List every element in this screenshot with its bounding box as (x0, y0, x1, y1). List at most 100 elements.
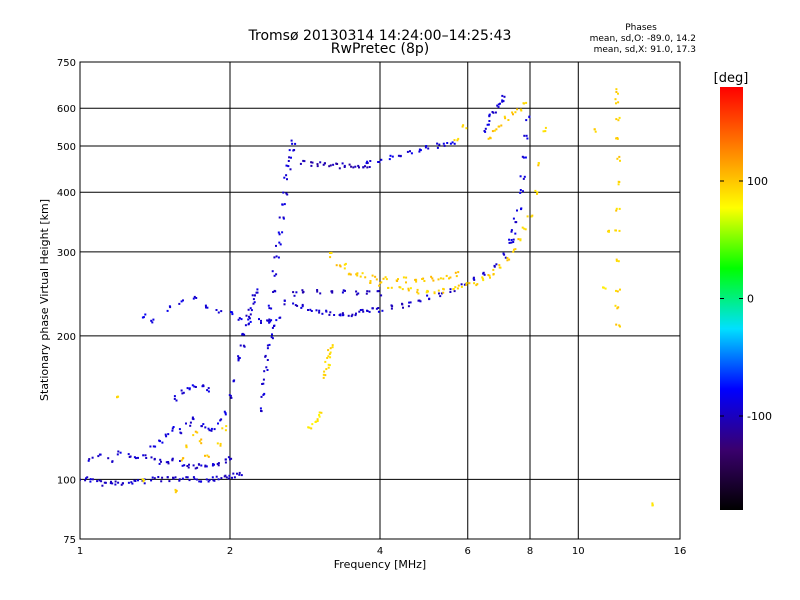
data-point (239, 344, 242, 347)
data-point (154, 445, 157, 448)
data-point (240, 474, 243, 477)
data-point (293, 294, 296, 297)
data-point (215, 309, 218, 311)
data-point (137, 456, 139, 459)
data-point (399, 286, 402, 289)
data-point (174, 476, 177, 479)
data-point (232, 379, 235, 382)
data-point (481, 276, 484, 279)
data-point (110, 480, 112, 483)
data-point (448, 277, 450, 280)
data-point (279, 316, 282, 319)
data-point (451, 141, 454, 144)
data-point (194, 467, 197, 470)
data-point (506, 257, 509, 259)
data-point (219, 442, 222, 445)
data-point (121, 482, 124, 485)
data-point (488, 120, 491, 122)
data-point (231, 476, 233, 479)
data-point (182, 457, 185, 460)
data-point (206, 306, 209, 309)
data-point (181, 464, 184, 467)
data-point (272, 291, 275, 293)
y-axis: 75 100 200 300 400 500 600 750 (57, 58, 76, 546)
data-point (615, 289, 617, 292)
data-point (325, 368, 328, 371)
data-point (407, 289, 410, 292)
data-point (349, 273, 352, 276)
data-point (181, 392, 184, 395)
data-point (195, 297, 198, 299)
data-point (483, 273, 486, 276)
data-point (240, 318, 243, 321)
data-point (617, 119, 620, 122)
data-point (182, 391, 185, 394)
data-point (204, 426, 207, 429)
data-point (285, 164, 288, 167)
data-point (319, 161, 322, 164)
data-point (356, 274, 359, 277)
data-point (289, 168, 292, 171)
data-point (355, 293, 358, 296)
data-point (408, 301, 411, 304)
data-point (302, 159, 305, 162)
data-point (512, 241, 515, 243)
data-point (542, 130, 545, 133)
data-point (135, 457, 137, 460)
data-point (178, 302, 181, 305)
data-point (491, 111, 494, 113)
data-point (316, 418, 319, 421)
data-point (165, 461, 168, 464)
data-point (141, 316, 144, 319)
data-point (357, 164, 360, 167)
data-point (328, 313, 331, 316)
data-point (216, 442, 219, 445)
data-point (271, 270, 274, 273)
data-point (397, 278, 399, 281)
data-point (442, 287, 445, 290)
data-point (195, 478, 198, 481)
stats-line-o: mean, sd,O: -89.0, 14.2 (590, 34, 696, 44)
data-point (200, 425, 203, 428)
data-point (618, 229, 621, 232)
data-point (253, 301, 256, 304)
data-point (520, 109, 523, 112)
data-point (401, 302, 403, 305)
data-point (512, 238, 515, 241)
data-point (205, 465, 208, 468)
data-point (608, 230, 610, 233)
data-point (520, 207, 523, 210)
data-points (80, 88, 654, 507)
data-point (198, 480, 201, 483)
data-point (213, 428, 216, 431)
data-point (238, 317, 241, 320)
data-point (185, 444, 188, 447)
data-point (457, 271, 460, 274)
data-point (525, 134, 528, 137)
data-point (262, 378, 265, 381)
data-point (171, 427, 174, 430)
data-point (329, 256, 332, 259)
data-point (379, 281, 382, 284)
data-point (227, 477, 230, 480)
data-point (295, 291, 298, 294)
data-point (208, 429, 211, 432)
data-point (145, 457, 148, 459)
data-point (80, 478, 81, 481)
data-point (544, 126, 547, 129)
data-point (481, 277, 484, 280)
data-point (206, 389, 209, 392)
data-point (419, 149, 422, 152)
data-point (338, 264, 341, 267)
data-point (359, 275, 362, 278)
data-point (129, 455, 132, 458)
data-point (329, 311, 332, 314)
data-point (266, 347, 269, 350)
data-point (377, 161, 380, 163)
data-point (263, 370, 266, 373)
data-point (188, 463, 190, 466)
data-point (339, 314, 342, 317)
data-point (144, 313, 147, 316)
data-point (141, 478, 144, 481)
data-point (143, 479, 145, 482)
